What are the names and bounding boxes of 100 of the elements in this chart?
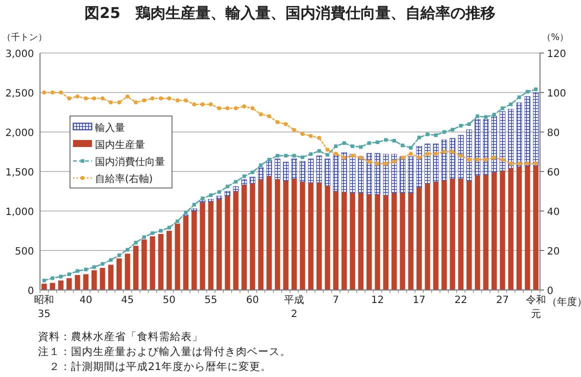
bar: [224, 191, 230, 196]
point: [117, 253, 121, 258]
x-tick-label: 7: [332, 294, 340, 308]
bar: [250, 183, 256, 290]
point: [358, 156, 363, 160]
legend-label: 輸入量: [95, 122, 125, 134]
point: [367, 141, 371, 145]
point: [158, 96, 163, 100]
x-tick-label: 55: [203, 294, 218, 308]
point: [126, 248, 130, 252]
point: [250, 106, 254, 110]
y-tick-label: 2,500: [5, 88, 34, 100]
y-tick-label: 1,500: [5, 168, 34, 178]
point: [100, 96, 104, 100]
point: [292, 154, 296, 158]
point: [459, 124, 463, 128]
y-axis-title: （千トン）: [2, 32, 47, 43]
bar: [483, 174, 488, 290]
bar: [408, 192, 414, 290]
x-tick-label: 17: [412, 294, 427, 308]
y2-axis-title: （%）: [542, 33, 569, 43]
point: [176, 98, 180, 102]
point: [342, 156, 346, 160]
bar: [192, 211, 197, 290]
point: [308, 134, 313, 138]
point: [442, 130, 446, 134]
text: ２：計測期間は平成21年度から暦年に変更。: [38, 360, 272, 373]
point: [192, 102, 196, 106]
bar: [291, 158, 298, 179]
y-tick-label: 2,000: [5, 128, 34, 139]
point: [50, 276, 54, 280]
point: [192, 202, 196, 206]
bar: [474, 175, 480, 290]
point: [50, 90, 54, 94]
bar: [383, 195, 388, 290]
bar: [274, 179, 280, 290]
bar: [516, 166, 522, 290]
point: [476, 114, 480, 118]
point: [417, 136, 421, 140]
bar: [524, 96, 530, 166]
bar: [450, 138, 456, 179]
y2-tick-label: 80: [547, 128, 560, 139]
bar: [116, 258, 122, 290]
point: [350, 144, 354, 148]
bar: [533, 166, 538, 290]
point: [84, 96, 88, 100]
text: 資料：農林水産省「食料需給表」: [38, 330, 203, 343]
point: [176, 219, 180, 224]
point: [359, 145, 363, 149]
bar: [191, 208, 198, 212]
point: [117, 100, 122, 104]
point: [58, 90, 63, 94]
point: [458, 154, 463, 158]
bar: [250, 176, 256, 184]
bar: [366, 153, 372, 195]
bar: [532, 92, 539, 166]
bar: [133, 246, 138, 290]
point: [292, 128, 296, 132]
point: [150, 231, 154, 235]
point: [434, 152, 438, 156]
bar: [433, 182, 438, 290]
bar: [224, 196, 230, 290]
point: [317, 136, 322, 140]
point: [300, 155, 304, 160]
point: [509, 102, 513, 106]
y2-tick-label: 40: [547, 207, 560, 218]
bar: [382, 154, 389, 196]
y-tick-label: 3,000: [5, 49, 34, 60]
point: [126, 94, 130, 98]
bar: [341, 152, 348, 192]
bar: [266, 176, 272, 290]
bar: [500, 111, 506, 171]
point: [200, 102, 204, 106]
point: [217, 106, 222, 110]
bar: [424, 183, 430, 290]
bar: [333, 191, 338, 290]
x-axis-title: （年度）: [547, 296, 581, 308]
bar: [482, 119, 489, 175]
bar: [491, 116, 498, 172]
point: [309, 152, 313, 156]
bar: [166, 230, 172, 290]
x-tick-label: 令和元: [524, 294, 547, 322]
point: [534, 88, 538, 92]
point: [159, 228, 163, 233]
bar: [150, 236, 156, 290]
bar: [233, 191, 238, 290]
bar: [74, 274, 80, 290]
bar: [242, 184, 247, 290]
bar: [183, 216, 188, 290]
x-tick-label: 50: [162, 294, 177, 308]
legend-label: 国内消費仕向量: [95, 156, 165, 168]
bar: [342, 192, 347, 290]
bar: [324, 158, 330, 186]
point: [350, 154, 354, 158]
point: [284, 154, 288, 158]
point: [242, 174, 246, 178]
y-tick-label: 1,000: [5, 207, 34, 218]
bar: [232, 186, 239, 192]
point: [167, 226, 171, 230]
point: [400, 144, 404, 148]
